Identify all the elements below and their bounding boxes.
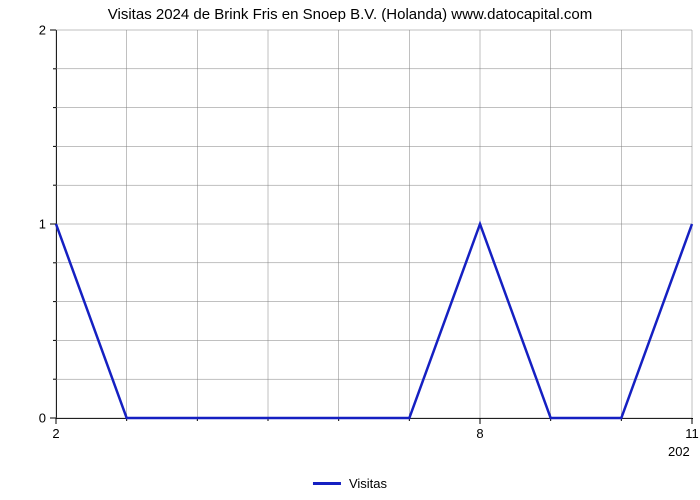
y-tick-label: 0	[30, 411, 46, 426]
x-tick-label: 11	[685, 426, 699, 441]
legend-swatch	[313, 482, 341, 485]
legend-label: Visitas	[349, 476, 387, 491]
y-tick-label: 2	[30, 23, 46, 38]
x-tick-label: 8	[476, 426, 483, 441]
y-tick-label: 1	[30, 217, 46, 232]
chart-container: Visitas 2024 de Brink Fris en Snoep B.V.…	[0, 0, 700, 500]
legend: Visitas	[313, 476, 387, 491]
x-tick-label: 2	[52, 426, 59, 441]
x-axis-sublabel: 202	[668, 444, 690, 459]
data-line	[0, 0, 700, 500]
